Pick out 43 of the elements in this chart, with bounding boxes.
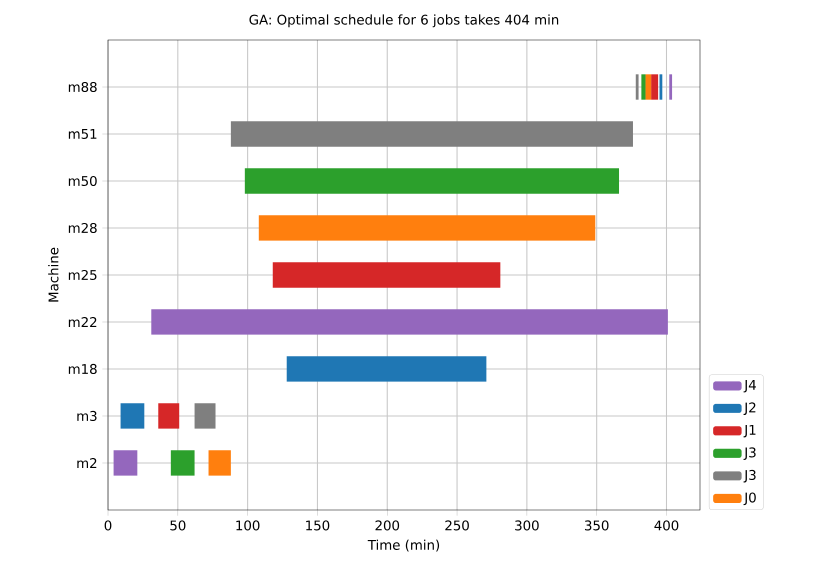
- y-tick-label: m2: [77, 458, 96, 468]
- x-tick-label: 100: [236, 520, 260, 530]
- bar: [170, 450, 195, 476]
- legend-label: J4: [744, 380, 756, 392]
- bar: [120, 403, 144, 429]
- bar: [244, 168, 620, 194]
- bar: [646, 74, 652, 100]
- y-tick-label: m51: [68, 129, 96, 139]
- bar: [158, 403, 180, 429]
- legend-label: J1: [744, 424, 756, 438]
- y-tick-label: m25: [68, 270, 96, 280]
- legend-label: J3: [744, 470, 756, 483]
- bar: [194, 403, 216, 429]
- x-axis-title: Time (min): [368, 540, 440, 552]
- bar: [151, 309, 668, 335]
- x-tick-label: 300: [515, 520, 539, 530]
- bar: [230, 121, 633, 147]
- y-tick-label: m3: [77, 410, 97, 422]
- y-axis-title: Machine: [48, 248, 58, 302]
- y-tick-label: m28: [68, 222, 97, 234]
- chart-title: GA: Optimal schedule for 6 jobs takes 404 min: [249, 14, 558, 28]
- legend-label: J3: [744, 447, 756, 460]
- bar: [651, 74, 658, 100]
- bar: [272, 262, 500, 288]
- y-tick-label: m50: [68, 176, 97, 186]
- x-tick-label: 350: [584, 520, 609, 530]
- bar: [286, 356, 486, 382]
- bar: [660, 74, 662, 100]
- bar: [114, 450, 138, 476]
- x-tick-label: 150: [306, 520, 330, 530]
- x-tick-label: 50: [170, 520, 186, 530]
- legend-label: J0: [744, 492, 756, 506]
- y-tick-label: m18: [68, 364, 97, 374]
- x-tick-label: 200: [376, 520, 400, 530]
- y-tick-label: m88: [68, 82, 97, 92]
- x-tick-label: 400: [654, 520, 678, 530]
- x-tick-label: 0: [104, 520, 112, 530]
- bar: [258, 215, 596, 241]
- legend-label: J2: [744, 402, 756, 415]
- bar: [641, 74, 646, 100]
- x-tick-label: 250: [445, 520, 469, 530]
- y-tick-label: m22: [68, 317, 96, 327]
- bar: [208, 450, 231, 476]
